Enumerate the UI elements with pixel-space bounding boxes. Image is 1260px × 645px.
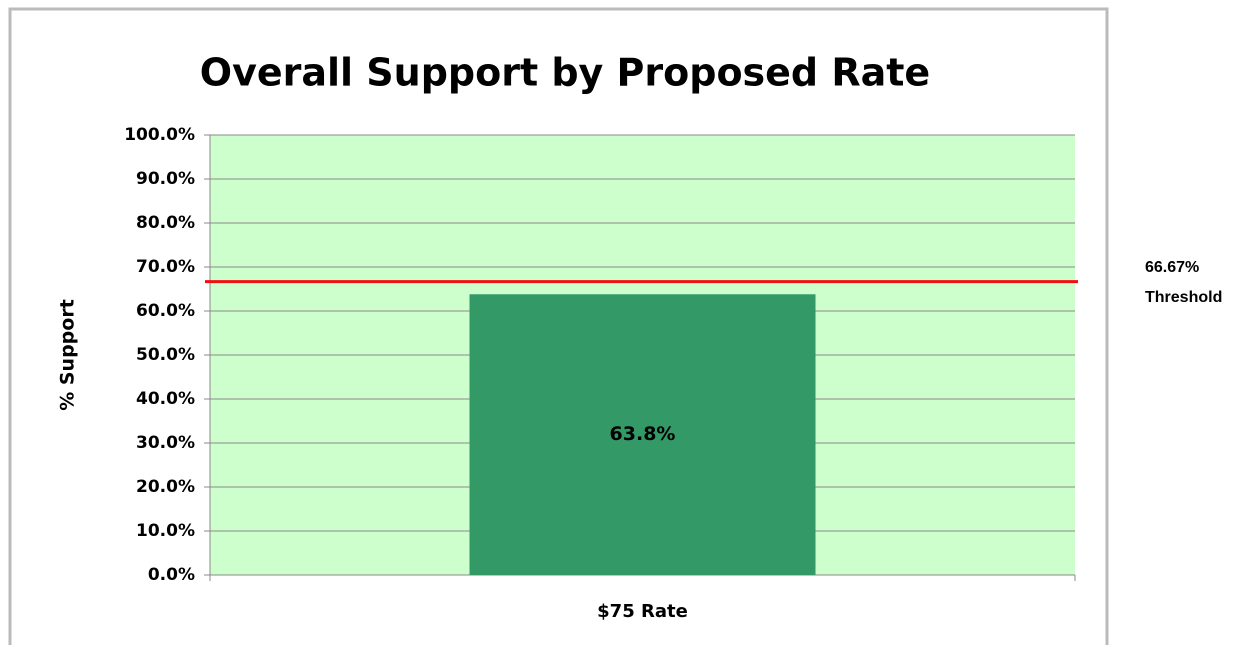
chart-frame xyxy=(8,7,1109,645)
bar xyxy=(469,294,816,575)
chart-title: Overall Support by Proposed Rate xyxy=(200,51,930,95)
x-tick-label: $75 Rate xyxy=(597,601,688,622)
y-tick-label: 60.0% xyxy=(136,301,195,321)
y-axis-label: % Support xyxy=(57,299,79,411)
y-tick-label: 30.0% xyxy=(136,433,195,453)
y-tick-label: 70.0% xyxy=(136,257,195,277)
y-tick-label: 100.0% xyxy=(124,125,195,145)
y-tick-label: 50.0% xyxy=(136,345,195,365)
threshold-label: 66.67% xyxy=(1145,259,1199,276)
y-tick-label: 90.0% xyxy=(136,169,195,189)
y-tick-label: 80.0% xyxy=(136,213,195,233)
threshold-text: Threshold xyxy=(1145,289,1222,306)
y-tick-label: 40.0% xyxy=(136,389,195,409)
value-label: 63.8% xyxy=(610,423,676,445)
y-tick-label: 10.0% xyxy=(136,521,195,541)
y-tick-label: 0.0% xyxy=(148,565,195,585)
y-tick-label: 20.0% xyxy=(136,477,195,497)
